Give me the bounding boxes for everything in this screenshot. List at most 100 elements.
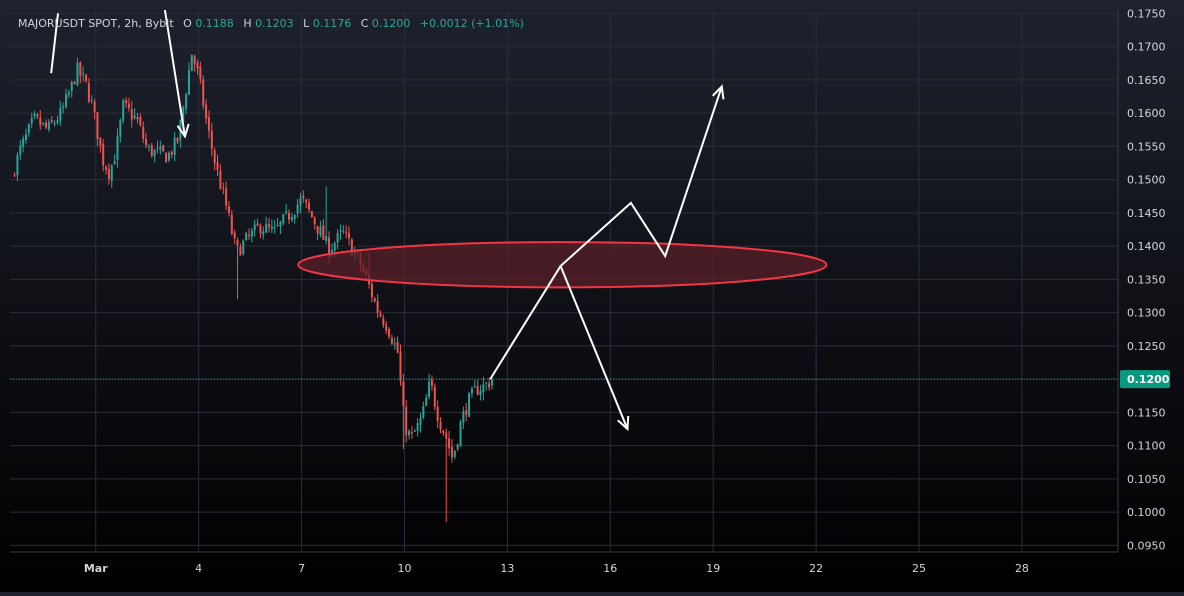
- candle: [127, 97, 130, 112]
- open-label: O: [183, 17, 192, 30]
- candle: [193, 54, 196, 72]
- time-tick-label: 19: [706, 562, 720, 575]
- candle-body: [436, 406, 439, 422]
- candle-body: [439, 422, 442, 430]
- candle-body: [247, 234, 250, 236]
- candle-body: [256, 223, 259, 226]
- candle-body: [110, 165, 113, 181]
- candle-body: [130, 108, 133, 120]
- candle-body: [125, 100, 128, 104]
- candle-body: [379, 313, 382, 317]
- open-value: 0.1188: [195, 17, 234, 30]
- candle: [142, 121, 145, 144]
- candle-body: [145, 138, 148, 146]
- candle-body: [162, 144, 165, 152]
- candle-body: [476, 385, 479, 395]
- high-value: 0.1203: [255, 17, 294, 30]
- candle: [379, 310, 382, 318]
- candle-body: [122, 100, 125, 121]
- candle-body: [187, 70, 190, 95]
- price-axis[interactable]: 0.1750 0.1700 0.1650 0.1600 0.1550 0.1500 0.14…: [1127, 7, 1166, 552]
- candle-body: [242, 240, 245, 254]
- candle-body: [19, 145, 22, 155]
- candle: [39, 110, 42, 130]
- trend-path-line[interactable]: [559, 265, 629, 430]
- candle-body: [482, 384, 485, 393]
- trend-path-line[interactable]: [163, 7, 186, 137]
- candle-body: [279, 221, 282, 227]
- trend-path-line[interactable]: [489, 86, 723, 380]
- candle: [167, 151, 170, 162]
- candle-body: [293, 214, 296, 219]
- candle: [470, 386, 473, 398]
- candle: [345, 225, 348, 239]
- candle: [65, 88, 68, 109]
- candle-body: [119, 120, 122, 137]
- candle-body: [230, 214, 233, 234]
- candle: [47, 118, 50, 133]
- candle-body: [102, 143, 105, 166]
- candle: [102, 139, 105, 172]
- candle: [153, 148, 156, 163]
- candle-body: [50, 120, 53, 123]
- candle-body: [290, 217, 293, 221]
- candle: [462, 406, 465, 429]
- candle: [30, 112, 33, 129]
- candle-body: [90, 100, 93, 102]
- candle: [279, 220, 282, 234]
- candle-body: [430, 379, 433, 386]
- candle-body: [150, 145, 153, 156]
- candle: [16, 152, 19, 182]
- candle: [262, 226, 265, 240]
- candle: [450, 439, 453, 463]
- candle-body: [305, 199, 308, 203]
- price-tick-label: 0.1750: [1127, 7, 1166, 20]
- candle: [50, 115, 53, 124]
- candle-body: [313, 217, 316, 225]
- candle: [410, 425, 413, 439]
- candle-body: [267, 224, 270, 228]
- candle-body: [219, 170, 222, 189]
- time-axis[interactable]: Mar 4 7 10 13 16 19 22 25 28: [84, 562, 1029, 575]
- candle: [107, 163, 110, 185]
- candle-body: [96, 112, 99, 140]
- candle-body: [193, 56, 196, 65]
- candle: [339, 224, 342, 240]
- candle: [130, 101, 133, 128]
- candle: [325, 186, 328, 245]
- candle: [207, 110, 210, 139]
- price-tick-label: 0.1000: [1127, 506, 1166, 519]
- candle: [85, 74, 88, 83]
- candle-body: [207, 117, 210, 131]
- candle-body: [56, 120, 59, 123]
- candle: [442, 430, 445, 436]
- candle-body: [385, 324, 388, 331]
- symbol-label[interactable]: MAJORUSDT SPOT, 2h, Bybit: [18, 17, 174, 30]
- candle: [105, 165, 108, 175]
- price-tick-label: 0.0950: [1127, 539, 1166, 552]
- candle: [322, 218, 325, 240]
- candle: [373, 296, 376, 303]
- candle: [96, 112, 99, 147]
- candle: [408, 429, 411, 440]
- candle-body: [348, 232, 351, 239]
- candle: [430, 375, 433, 391]
- candle-body: [236, 240, 239, 246]
- candle: [176, 137, 179, 145]
- candle: [125, 97, 128, 108]
- price-tick-label: 0.1350: [1127, 273, 1166, 286]
- candle: [219, 164, 222, 190]
- time-tick-label: 7: [298, 562, 305, 575]
- candle: [185, 92, 188, 114]
- candle: [473, 380, 476, 388]
- candle: [199, 61, 202, 84]
- trend-path-line[interactable]: [50, 13, 60, 74]
- candle: [159, 140, 162, 155]
- candle: [42, 122, 45, 127]
- candle: [56, 115, 59, 125]
- candle: [305, 198, 308, 209]
- candle: [425, 393, 428, 407]
- candle: [205, 99, 208, 124]
